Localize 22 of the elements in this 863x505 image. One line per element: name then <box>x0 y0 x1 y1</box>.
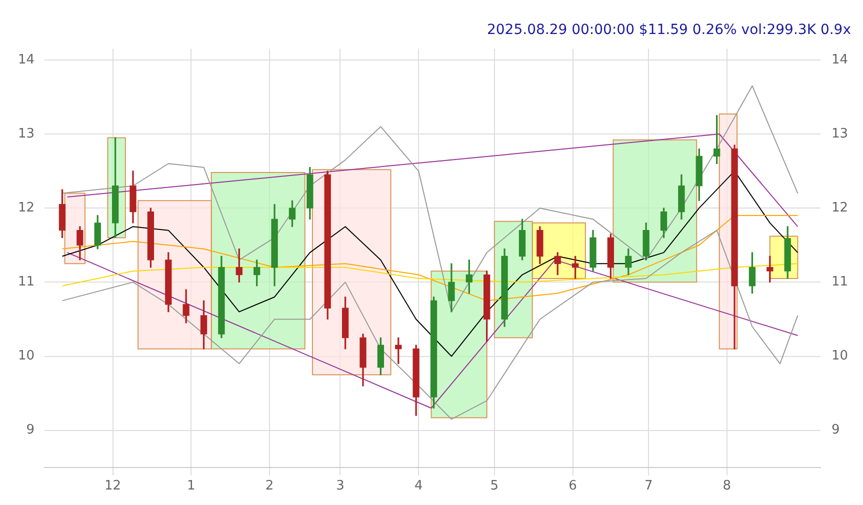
x-tick-label: 4 <box>414 478 423 494</box>
x-tick-label: 3 <box>336 478 344 494</box>
x-tick-label: 7 <box>644 478 653 494</box>
y-tick-label: 13 <box>18 126 35 142</box>
x-tick-label: 8 <box>722 478 732 494</box>
chart-title: 2025.08.29 00:00:00 $11.59 0.26% vol:299.3K 0.9x <box>486 22 851 38</box>
y2-tick-label: 14 <box>831 52 848 68</box>
y2-tick-label: 13 <box>831 126 848 142</box>
y-tick-label: 9 <box>26 422 35 438</box>
y2-tick-label: 11 <box>831 274 848 290</box>
x-tick-label: 6 <box>568 478 577 494</box>
x-tick-label: 5 <box>490 478 499 494</box>
y-tick-label: 11 <box>18 274 35 290</box>
x-tick-label: 2 <box>265 478 274 494</box>
y-tick-label: 10 <box>18 348 35 364</box>
y2-tick-label: 10 <box>831 348 848 364</box>
y2-tick-label: 9 <box>831 422 840 438</box>
x-tick-label: 1 <box>186 478 196 494</box>
y-tick-label: 14 <box>18 52 35 68</box>
y-tick-label: 12 <box>18 200 35 216</box>
x-tick-label: 12 <box>104 478 122 494</box>
y2-tick-label: 12 <box>831 200 848 216</box>
